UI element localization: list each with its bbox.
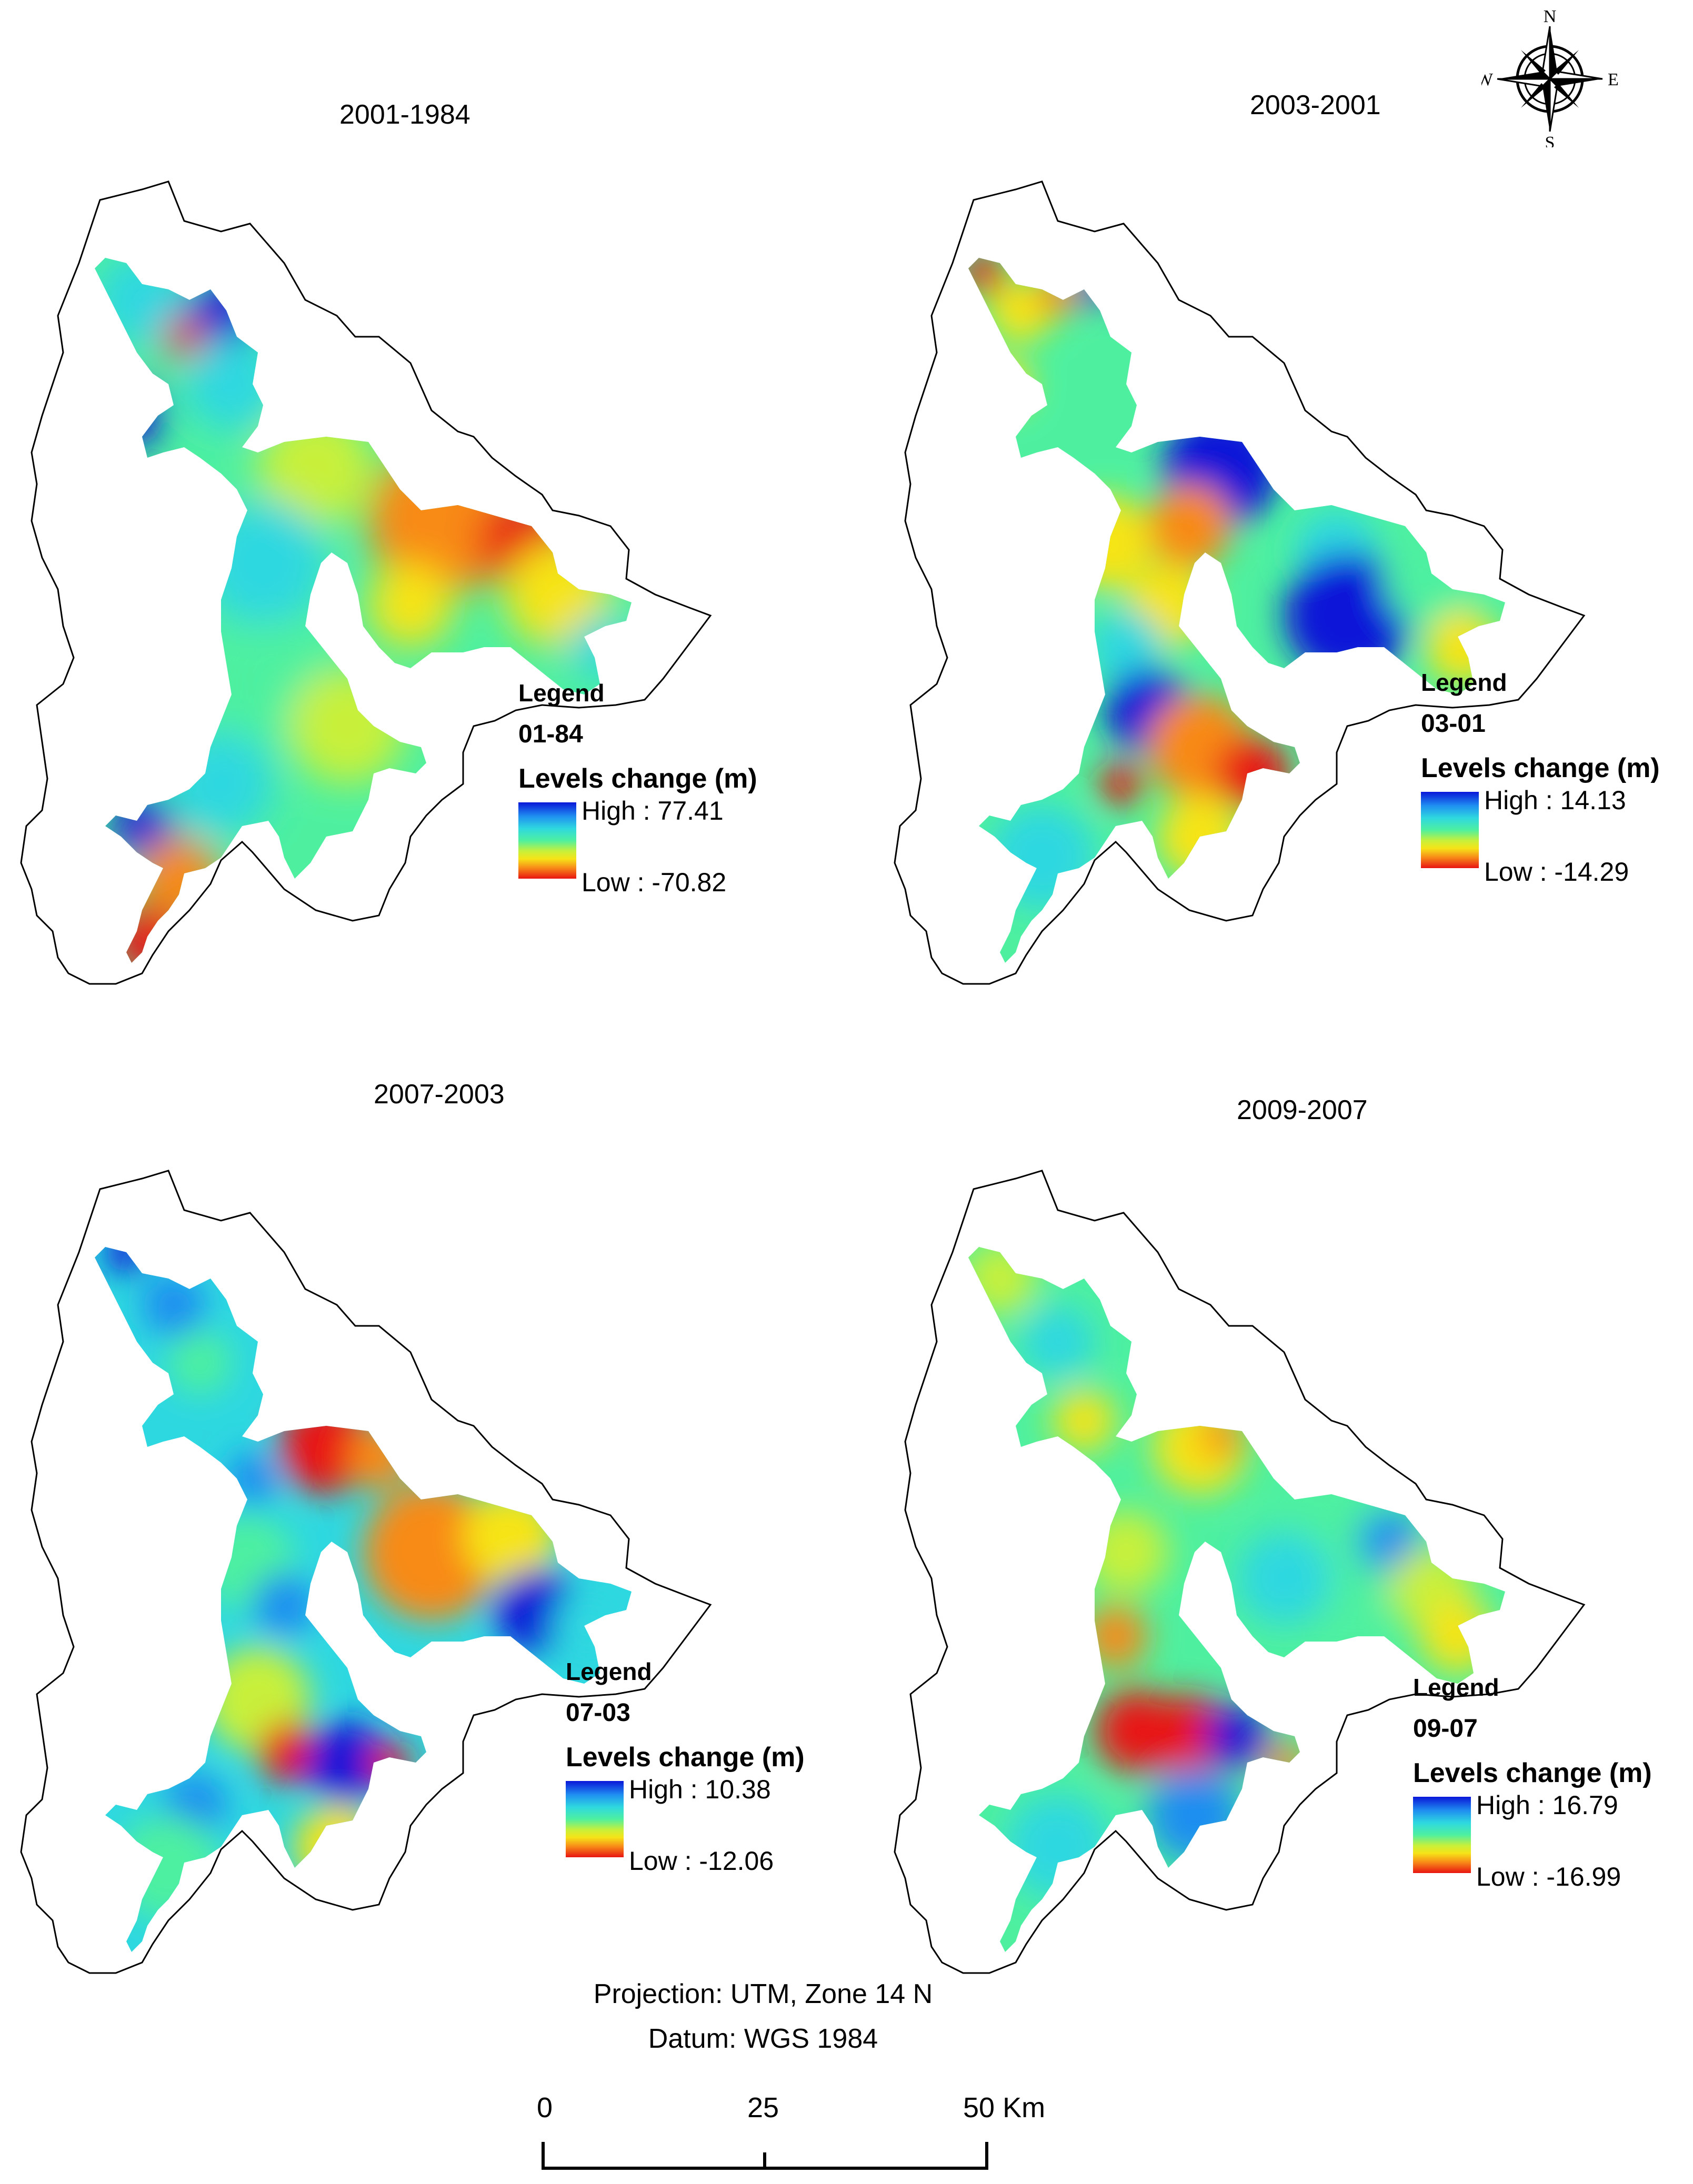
map-2001-1984 bbox=[20, 180, 712, 985]
scale-label-zero: 0 bbox=[537, 2092, 553, 2123]
legend-high-value: High : 16.79 bbox=[1476, 1790, 1618, 1820]
color-ramp bbox=[1413, 1797, 1471, 1873]
legend-code: 09-07 bbox=[1413, 1715, 1478, 1743]
panel-title: 2009-2007 bbox=[1237, 1095, 1368, 1125]
color-ramp bbox=[1421, 792, 1479, 868]
panel-title: 2007-2003 bbox=[374, 1079, 505, 1110]
legend-high-value: High : 10.38 bbox=[629, 1775, 771, 1804]
projection-text: Projection: UTM, Zone 14 N bbox=[593, 1979, 933, 2009]
map-panel-2003-2001: 2003-2001 Legend 03-01 Levels change (m)… bbox=[884, 89, 1693, 1026]
legend-heading: Legend bbox=[518, 679, 605, 707]
scale-label-mid: 25 bbox=[747, 2092, 779, 2123]
map-panel-2001-1984: 2001-1984 Legend 01-84 Levels change (m)… bbox=[11, 89, 826, 1026]
color-ramp bbox=[518, 802, 576, 879]
legend-high-value: High : 77.41 bbox=[582, 796, 724, 826]
legend-heading: Legend bbox=[1413, 1674, 1499, 1701]
legend: Legend 09-07 Levels change (m) High : 16… bbox=[1413, 1673, 1693, 1894]
legend-code: 01-84 bbox=[518, 720, 583, 748]
map-2003-2001 bbox=[894, 180, 1585, 985]
legend-label: Levels change (m) bbox=[1421, 753, 1660, 783]
legend: Legend 01-84 Levels change (m) High : 77… bbox=[518, 679, 813, 900]
legend-label: Levels change (m) bbox=[566, 1742, 805, 1773]
compass-s: S bbox=[1545, 133, 1555, 147]
scale-label-end: 50 Km bbox=[963, 2092, 1046, 2123]
legend-code: 07-03 bbox=[566, 1699, 630, 1727]
legend-low-value: Low : -12.06 bbox=[629, 1846, 774, 1876]
map-panel-2007-2003: 2007-2003 Legend 07-03 Levels change (m)… bbox=[11, 1079, 826, 2015]
legend-heading: Legend bbox=[566, 1658, 652, 1685]
map-panel-2009-2007: 2009-2007 Legend 09-07 Levels change (m)… bbox=[884, 1079, 1693, 2015]
legend-high-value: High : 14.13 bbox=[1484, 786, 1626, 815]
scale-bar-graphic bbox=[542, 2142, 988, 2170]
legend-low-value: Low : -70.82 bbox=[582, 868, 727, 897]
legend: Legend 03-01 Levels change (m) High : 14… bbox=[1421, 668, 1693, 889]
compass-rose-icon: N S E W bbox=[1476, 7, 1619, 153]
legend-code: 03-01 bbox=[1421, 710, 1486, 738]
scale-bar: 0 25 50 Km bbox=[505, 2091, 1084, 2184]
compass-n: N bbox=[1544, 7, 1557, 26]
legend-heading: Legend bbox=[1421, 669, 1507, 696]
legend-label: Levels change (m) bbox=[1413, 1758, 1652, 1788]
map-2007-2003 bbox=[20, 1170, 712, 1974]
compass-e: E bbox=[1608, 70, 1618, 89]
compass-w: W bbox=[1481, 70, 1494, 89]
panel-title: 2001-1984 bbox=[339, 99, 470, 130]
datum-text: Datum: WGS 1984 bbox=[648, 2024, 878, 2054]
legend: Legend 07-03 Levels change (m) High : 10… bbox=[566, 1657, 860, 1878]
panel-title: 2003-2001 bbox=[1250, 90, 1381, 120]
legend-label: Levels change (m) bbox=[518, 763, 757, 794]
legend-low-value: Low : -16.99 bbox=[1476, 1862, 1621, 1891]
legend-low-value: Low : -14.29 bbox=[1484, 857, 1629, 887]
color-ramp bbox=[566, 1781, 624, 1857]
north-arrow: N S E W bbox=[1476, 5, 1619, 153]
